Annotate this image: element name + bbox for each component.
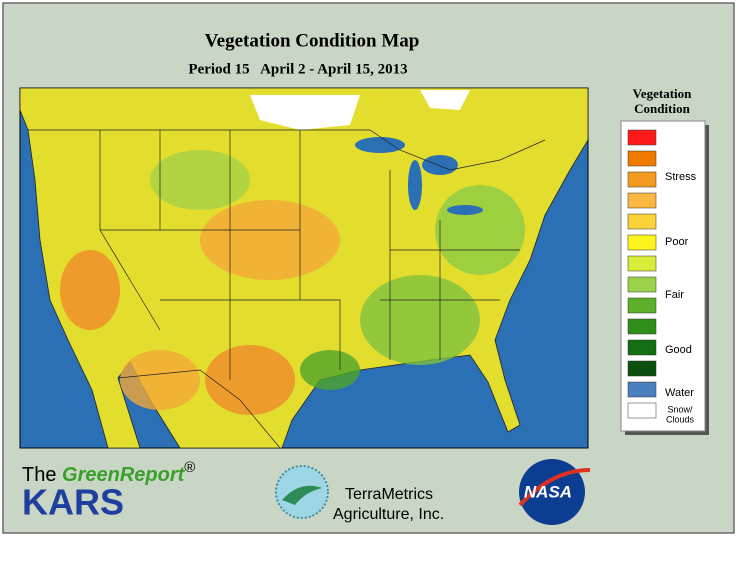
legend-swatch [627,402,657,419]
snow [420,90,470,110]
stress-area [60,250,120,330]
logo-text: The [22,464,56,486]
logo-text: GreenReport [62,464,186,486]
nasa-swoosh [518,468,591,507]
legend-label: Water [665,387,694,399]
legend-swatch [627,381,657,398]
legend-swatches [627,129,657,419]
legend-label: Poor [665,236,689,248]
green-area [150,150,250,210]
logo-text: ® [184,459,195,476]
legend-swatch [627,150,657,167]
stress-area [205,345,295,415]
green-area [435,185,525,275]
legend-label: Stress [665,171,697,183]
legend-swatch [627,360,657,377]
legend-title: Vegetation [633,86,693,101]
map [19,87,589,449]
title: Vegetation Condition Map [205,30,420,51]
legend-label: Clouds [666,414,695,424]
nasa-text: NASA [524,482,572,501]
legend-label: Good [665,344,692,356]
legend-label: Snow/ [667,404,693,414]
legend-swatch [627,192,657,209]
legend-swatch [627,297,657,314]
green-area [360,275,480,365]
borders [28,129,546,448]
kars-logo: KARS [22,482,124,523]
nasa-logo [519,459,585,525]
lake [355,137,405,153]
legend-swatch [627,255,657,272]
legend-swatch [627,318,657,335]
lake [447,205,483,215]
legend-swatch [627,276,657,293]
terrametrics-name: TerraMetrics [345,486,433,503]
greenreport-logo: The GreenReport® [22,459,195,486]
stress-area [200,200,340,280]
lake [422,155,458,175]
legend-swatch [627,234,657,251]
terrametrics-leaf [282,485,322,505]
legend-swatch [627,213,657,230]
legend-swatch [627,339,657,356]
snow [250,95,360,130]
legend-swatch [627,171,657,188]
legend-label: Fair [665,289,684,301]
subtitle: Period 15 April 2 - April 15, 2013 [188,61,407,77]
lake [408,160,422,210]
legend-title: Condition [634,101,690,116]
terrametrics-name: Agriculture, Inc. [333,506,444,523]
stress-area [120,350,200,410]
green-area [300,350,360,390]
legend-swatch [627,129,657,146]
